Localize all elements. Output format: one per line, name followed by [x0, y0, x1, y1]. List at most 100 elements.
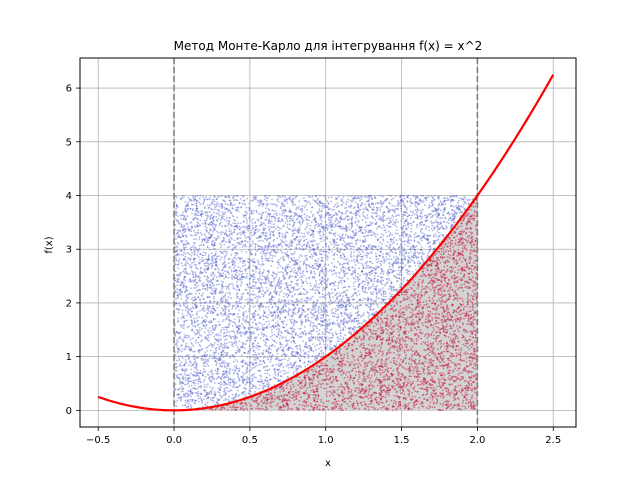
point-below-curve: [453, 404, 456, 406]
point-above-curve: [282, 306, 284, 309]
point-below-curve: [461, 286, 464, 289]
point-below-curve: [472, 205, 475, 208]
point-below-curve: [461, 405, 464, 407]
point-below-curve: [431, 260, 434, 262]
point-below-curve: [415, 376, 418, 379]
point-above-curve: [183, 383, 186, 386]
point-above-curve: [208, 357, 211, 359]
point-below-curve: [338, 370, 341, 373]
point-below-curve: [276, 395, 279, 398]
point-below-curve: [308, 378, 311, 380]
point-below-curve: [354, 336, 356, 339]
point-above-curve: [187, 377, 190, 380]
point-above-curve: [466, 198, 469, 201]
point-above-curve: [267, 384, 270, 387]
point-above-curve: [379, 209, 382, 212]
point-below-curve: [425, 349, 427, 352]
point-above-curve: [352, 285, 355, 288]
point-above-curve: [320, 311, 323, 314]
point-below-curve: [419, 303, 422, 306]
point-above-curve: [191, 251, 193, 254]
point-above-curve: [372, 248, 374, 251]
point-below-curve: [474, 330, 477, 333]
point-above-curve: [222, 300, 225, 302]
point-above-curve: [211, 263, 214, 265]
point-above-curve: [341, 298, 344, 300]
point-above-curve: [183, 314, 185, 317]
point-above-curve: [251, 224, 254, 227]
point-below-curve: [381, 321, 384, 324]
point-below-curve: [340, 357, 343, 360]
point-above-curve: [218, 398, 221, 401]
point-above-curve: [393, 210, 396, 213]
point-below-curve: [343, 387, 346, 390]
point-above-curve: [192, 350, 195, 353]
point-above-curve: [209, 386, 211, 388]
point-above-curve: [335, 310, 337, 313]
point-above-curve: [314, 336, 317, 338]
point-above-curve: [289, 260, 292, 263]
point-above-curve: [345, 201, 348, 203]
point-below-curve: [447, 402, 449, 405]
point-above-curve: [200, 215, 203, 218]
point-above-curve: [207, 231, 210, 234]
point-above-curve: [376, 279, 379, 282]
point-below-curve: [289, 388, 292, 391]
point-below-curve: [346, 352, 349, 354]
point-above-curve: [213, 200, 216, 203]
point-above-curve: [198, 197, 201, 200]
point-above-curve: [304, 216, 307, 219]
point-above-curve: [246, 284, 249, 286]
point-below-curve: [436, 305, 439, 308]
point-below-curve: [419, 275, 422, 277]
point-above-curve: [280, 289, 283, 292]
point-above-curve: [341, 257, 344, 260]
point-above-curve: [314, 267, 316, 270]
point-above-curve: [387, 288, 390, 290]
point-above-curve: [409, 248, 411, 251]
point-above-curve: [392, 266, 394, 269]
point-above-curve: [251, 377, 254, 380]
point-above-curve: [307, 309, 310, 312]
point-below-curve: [462, 343, 465, 346]
point-above-curve: [330, 302, 333, 305]
point-above-curve: [342, 319, 345, 322]
point-below-curve: [413, 353, 416, 356]
point-below-curve: [420, 343, 423, 345]
point-above-curve: [220, 338, 223, 340]
point-above-curve: [339, 338, 342, 341]
point-above-curve: [283, 200, 286, 203]
point-above-curve: [222, 215, 225, 218]
point-above-curve: [224, 342, 226, 345]
point-below-curve: [440, 276, 443, 279]
point-above-curve: [208, 371, 211, 373]
point-below-curve: [431, 352, 434, 355]
point-above-curve: [187, 390, 190, 392]
point-above-curve: [219, 290, 222, 292]
point-below-curve: [287, 407, 290, 410]
point-below-curve: [469, 231, 472, 234]
point-above-curve: [262, 271, 265, 273]
point-above-curve: [313, 315, 316, 317]
point-above-curve: [222, 252, 224, 255]
point-above-curve: [240, 346, 243, 349]
point-above-curve: [236, 332, 239, 335]
point-above-curve: [226, 203, 229, 206]
point-above-curve: [307, 319, 309, 321]
point-above-curve: [282, 236, 284, 239]
point-below-curve: [340, 370, 342, 373]
point-above-curve: [208, 211, 211, 214]
point-above-curve: [274, 289, 277, 292]
point-above-curve: [277, 320, 279, 323]
point-above-curve: [365, 249, 368, 252]
point-below-curve: [330, 371, 333, 373]
point-above-curve: [261, 275, 264, 277]
point-below-curve: [439, 294, 442, 296]
point-above-curve: [291, 311, 294, 314]
point-below-curve: [333, 407, 336, 410]
point-below-curve: [408, 367, 411, 370]
point-below-curve: [418, 278, 421, 281]
point-above-curve: [306, 231, 309, 234]
point-above-curve: [252, 281, 255, 283]
point-above-curve: [235, 386, 237, 389]
